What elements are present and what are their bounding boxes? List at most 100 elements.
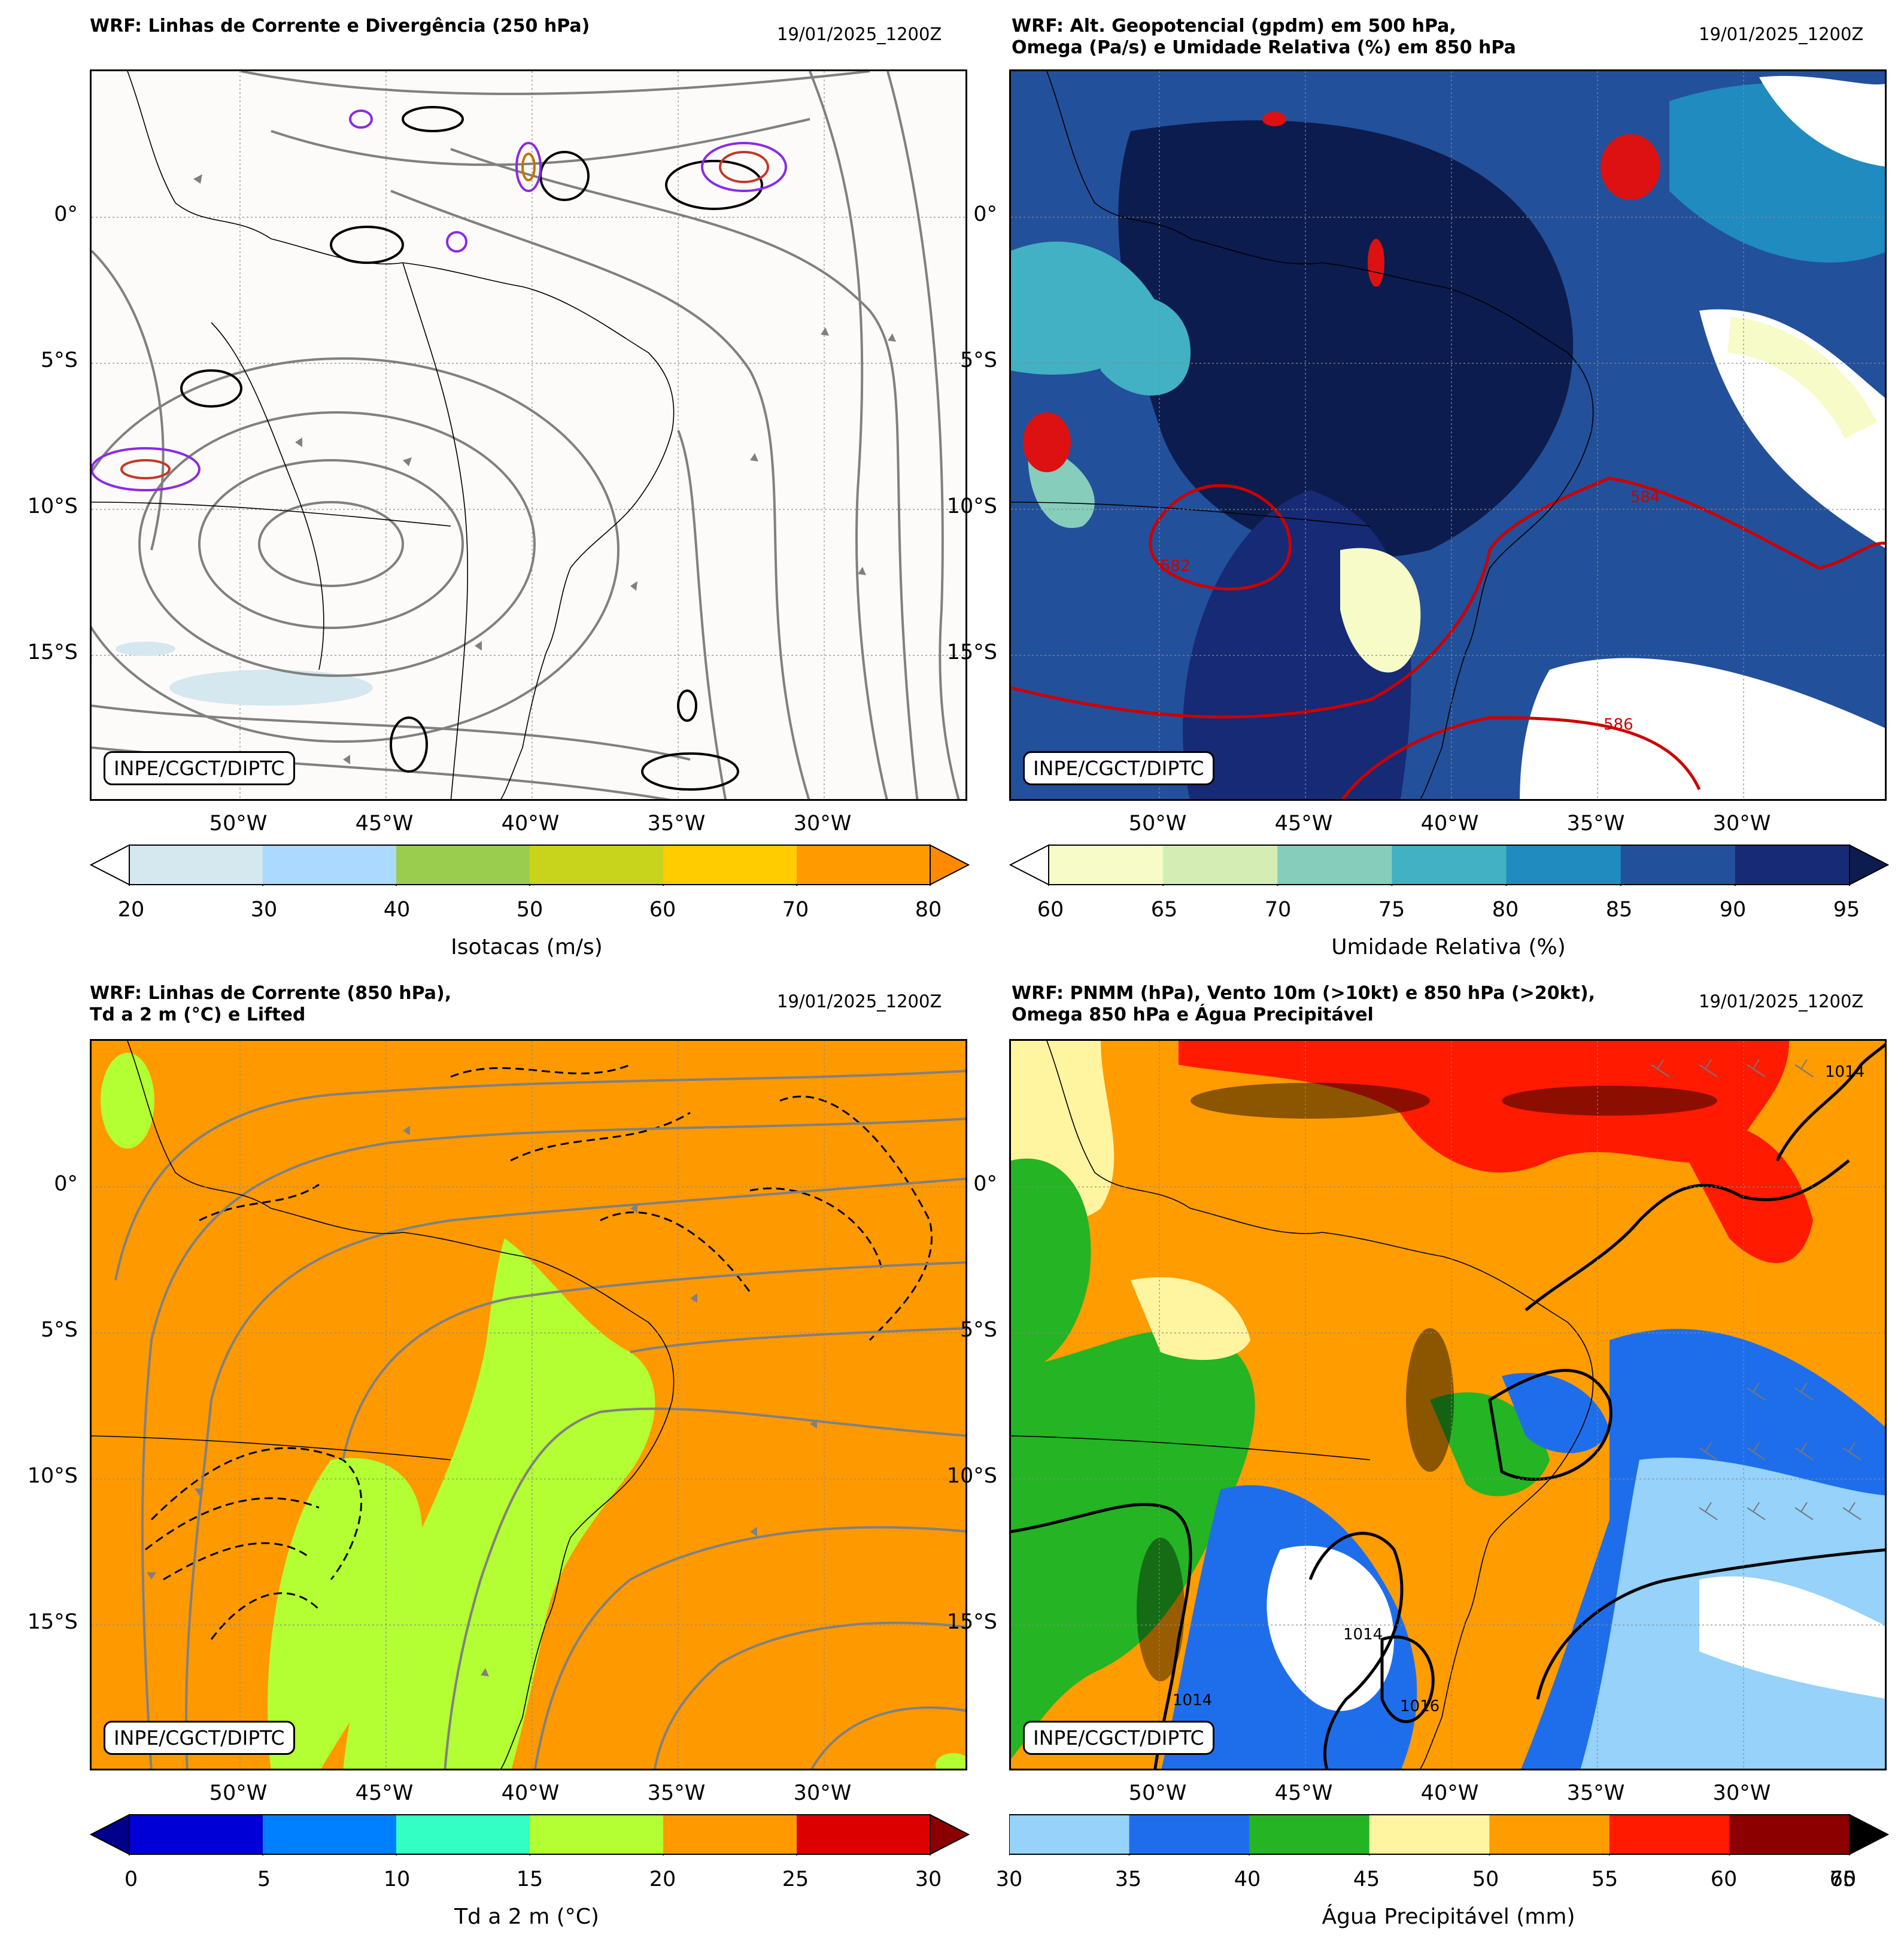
panel-date: 19/01/2025_1200Z <box>1699 24 1864 44</box>
humidity-shading <box>1011 71 1885 799</box>
lon-label: 35°W <box>647 1781 706 1805</box>
colorbar-segment <box>1009 1815 1130 1854</box>
contour-label: 582 <box>1161 557 1191 575</box>
credit-badge: INPE/CGCT/DIPTC <box>104 1721 295 1755</box>
colorbar-segment <box>1609 1815 1730 1854</box>
coastline <box>1011 1041 1594 1769</box>
credit-badge: INPE/CGCT/DIPTC <box>1023 1721 1214 1755</box>
lon-label: 45°W <box>1274 1781 1333 1805</box>
isobar-label: 1014 <box>1343 1626 1383 1644</box>
lon-label: 35°W <box>647 812 706 836</box>
colorbar-segment <box>1506 845 1621 885</box>
colorbar-segment <box>1163 845 1278 885</box>
colorbar-tick: 60 <box>1710 1867 1738 1891</box>
lat-label: 5°S <box>960 1318 997 1342</box>
colorbar-segment <box>396 845 530 885</box>
omega-shading <box>1023 112 1660 472</box>
graticule <box>1011 1041 1885 1769</box>
colorbar-tick: 60 <box>1037 898 1064 922</box>
contour-label: 584 <box>1630 488 1660 506</box>
colorbar-tick: 80 <box>915 898 942 922</box>
coastline <box>1011 71 1594 799</box>
lon-label: 40°W <box>501 1781 560 1805</box>
lon-label: 50°W <box>1128 812 1187 836</box>
colorbar-tick: 95 <box>1833 898 1860 922</box>
panel-title: WRF: Linhas de Corrente e Divergência (2… <box>90 16 590 37</box>
colorbar-tick: 85 <box>1605 898 1633 922</box>
panel-date: 19/01/2025_1200Z <box>1699 991 1864 1012</box>
contour-label: 586 <box>1604 716 1633 734</box>
lon-label: 50°W <box>209 1781 268 1805</box>
lat-label: 0° <box>54 1172 78 1196</box>
colorbar-segment <box>1620 845 1736 885</box>
colorbar-segment <box>1277 845 1392 885</box>
divergence-contours <box>180 106 763 791</box>
lat-label: 5°S <box>41 348 78 372</box>
colorbar-under-triangle <box>1009 844 1049 886</box>
colorbar-tick: 15 <box>516 1867 543 1891</box>
colorbar-segment <box>1392 845 1507 885</box>
map-canvas: 586 584 582 <box>1011 71 1885 799</box>
colorbar-segment <box>396 1815 530 1854</box>
colorbar-tick: 35 <box>1115 1867 1142 1891</box>
colorbar-tick: 65 <box>1150 898 1178 922</box>
colorbar-tick: 45 <box>1353 1867 1380 1891</box>
panel-title: WRF: Linhas de Corrente (850 hPa), Td a … <box>90 983 452 1025</box>
colorbar-segment <box>263 1815 397 1854</box>
colorbar-tick: 70 <box>782 898 809 922</box>
colorbar <box>89 1814 970 1861</box>
isobar-label: 1014 <box>1173 1691 1212 1709</box>
lon-label: 40°W <box>501 812 560 836</box>
map-area: INPE/CGCT/DIPTC <box>90 1039 967 1770</box>
colorbar-segment <box>663 845 797 885</box>
lon-label: 30°W <box>793 1781 852 1805</box>
lat-label: 5°S <box>960 348 997 372</box>
colorbar-segment <box>530 845 664 885</box>
colorbar-tick: 80 <box>1492 898 1519 922</box>
geopotential-contours <box>1011 476 1885 799</box>
colorbar-segment <box>129 845 263 885</box>
lat-label: 15°S <box>27 1610 78 1634</box>
map-canvas <box>92 71 965 799</box>
colorbar-segment <box>1735 845 1850 885</box>
colorbar-frame <box>1048 845 1850 885</box>
colorbar <box>1009 1814 1890 1861</box>
panel-title: WRF: Alt. Geopotencial (gpdm) em 500 hPa… <box>1012 16 1516 58</box>
colorbar-tick: 25 <box>782 1867 809 1891</box>
colorbar-segment <box>1129 1815 1250 1854</box>
colorbar-tick: 70 <box>1264 898 1292 922</box>
isotach-shading <box>116 642 373 706</box>
colorbar-tick: 20 <box>117 898 145 922</box>
dewpoint-shading <box>101 1053 965 1769</box>
colorbar-tick: 65 <box>1829 1867 1857 1891</box>
precipitable-water-shading <box>1011 1041 1885 1769</box>
panel-date: 19/01/2025_1200Z <box>777 24 942 44</box>
credit-badge: INPE/CGCT/DIPTC <box>104 751 295 785</box>
colorbar-scale <box>1009 844 1890 892</box>
colorbar-tick: 60 <box>649 898 676 922</box>
lon-label: 40°W <box>1420 1781 1479 1805</box>
colorbar-over-triangle <box>1849 844 1890 886</box>
omega-dots <box>1137 1083 1717 1681</box>
wind-barbs <box>1651 1059 1862 1520</box>
lat-label: 15°S <box>946 640 997 664</box>
colorbar-tick: 55 <box>1591 1867 1618 1891</box>
colorbar-segment <box>129 1815 263 1854</box>
isobar-label: 1016 <box>1400 1697 1440 1715</box>
panel-streamlines-250hpa: WRF: Linhas de Corrente e Divergência (2… <box>0 0 970 970</box>
colorbar <box>89 844 970 892</box>
colorbar-tick: 5 <box>257 1867 271 1891</box>
colorbar-tick: 10 <box>383 1867 411 1891</box>
divergence-maxima <box>92 110 787 491</box>
graticule <box>92 1041 965 1769</box>
colorbar-segment <box>1369 1815 1490 1854</box>
lon-label: 35°W <box>1566 1781 1625 1805</box>
colorbar-segment <box>663 1815 797 1854</box>
streamlines <box>114 1070 965 1769</box>
panel-streamlines-850hpa: WRF: Linhas de Corrente (850 hPa), Td a … <box>0 970 970 1953</box>
colorbar-frame <box>1009 1814 1850 1855</box>
map-canvas <box>92 1041 965 1769</box>
lat-label: 0° <box>973 1172 997 1196</box>
colorbar-label: Água Precipitável (mm) <box>1322 1905 1575 1929</box>
lat-label: 0° <box>973 202 997 226</box>
